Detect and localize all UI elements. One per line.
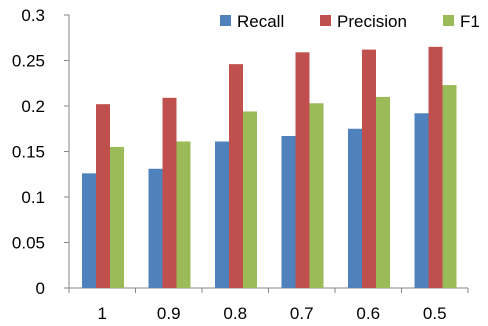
legend-label-precision: Precision bbox=[337, 12, 407, 31]
bar-f1-0.8 bbox=[243, 111, 257, 289]
bar-precision-0.6 bbox=[362, 49, 376, 288]
bars bbox=[82, 46, 457, 289]
x-axis-ticks: 1 0.9 0.8 0.7 0.6 0.5 bbox=[68, 288, 469, 323]
bar-recall-0.7 bbox=[281, 136, 296, 288]
legend-swatch-f1 bbox=[443, 15, 454, 26]
bar-f1-0.9 bbox=[176, 141, 191, 288]
y-tick-label: 0.05 bbox=[12, 234, 45, 253]
bar-f1-0.7 bbox=[309, 103, 324, 289]
y-tick-label: 0.3 bbox=[21, 6, 45, 25]
bar-recall-0.8 bbox=[215, 141, 229, 288]
bar-recall-0.5 bbox=[414, 113, 429, 288]
legend-label-recall: Recall bbox=[237, 12, 284, 31]
y-tick-label: 0 bbox=[36, 279, 45, 298]
bar-precision-0.7 bbox=[295, 52, 310, 289]
bar-precision-0.5 bbox=[428, 46, 443, 288]
x-tick-label: 0.5 bbox=[423, 304, 447, 323]
y-tick-label: 0.15 bbox=[12, 143, 45, 162]
bar-recall-1 bbox=[82, 173, 96, 288]
x-tick-label: 0.9 bbox=[157, 304, 181, 323]
legend-label-f1: F1 bbox=[460, 12, 480, 31]
bar-recall-0.9 bbox=[148, 168, 163, 288]
y-tick-label: 0.1 bbox=[21, 188, 45, 207]
bar-recall-0.6 bbox=[348, 128, 362, 288]
y-axis-ticks: 0 0.05 0.1 0.15 0.2 0.25 0.3 bbox=[12, 6, 69, 298]
axes bbox=[68, 15, 468, 289]
legend: Recall Precision F1 bbox=[220, 12, 480, 31]
x-tick-label: 0.8 bbox=[223, 304, 247, 323]
legend-swatch-precision bbox=[320, 15, 331, 26]
y-tick-label: 0.2 bbox=[21, 97, 45, 116]
legend-swatch-recall bbox=[220, 15, 231, 26]
bar-precision-0.9 bbox=[162, 97, 177, 288]
bar-f1-1 bbox=[110, 146, 124, 288]
bar-precision-1 bbox=[96, 104, 110, 289]
x-tick-label: 1 bbox=[98, 304, 107, 323]
bar-f1-0.5 bbox=[442, 85, 457, 288]
bar-precision-0.8 bbox=[229, 64, 243, 288]
y-tick-label: 0.25 bbox=[12, 52, 45, 71]
x-tick-label: 0.6 bbox=[356, 304, 380, 323]
bar-f1-0.6 bbox=[376, 96, 390, 289]
x-tick-label: 0.7 bbox=[290, 304, 314, 323]
